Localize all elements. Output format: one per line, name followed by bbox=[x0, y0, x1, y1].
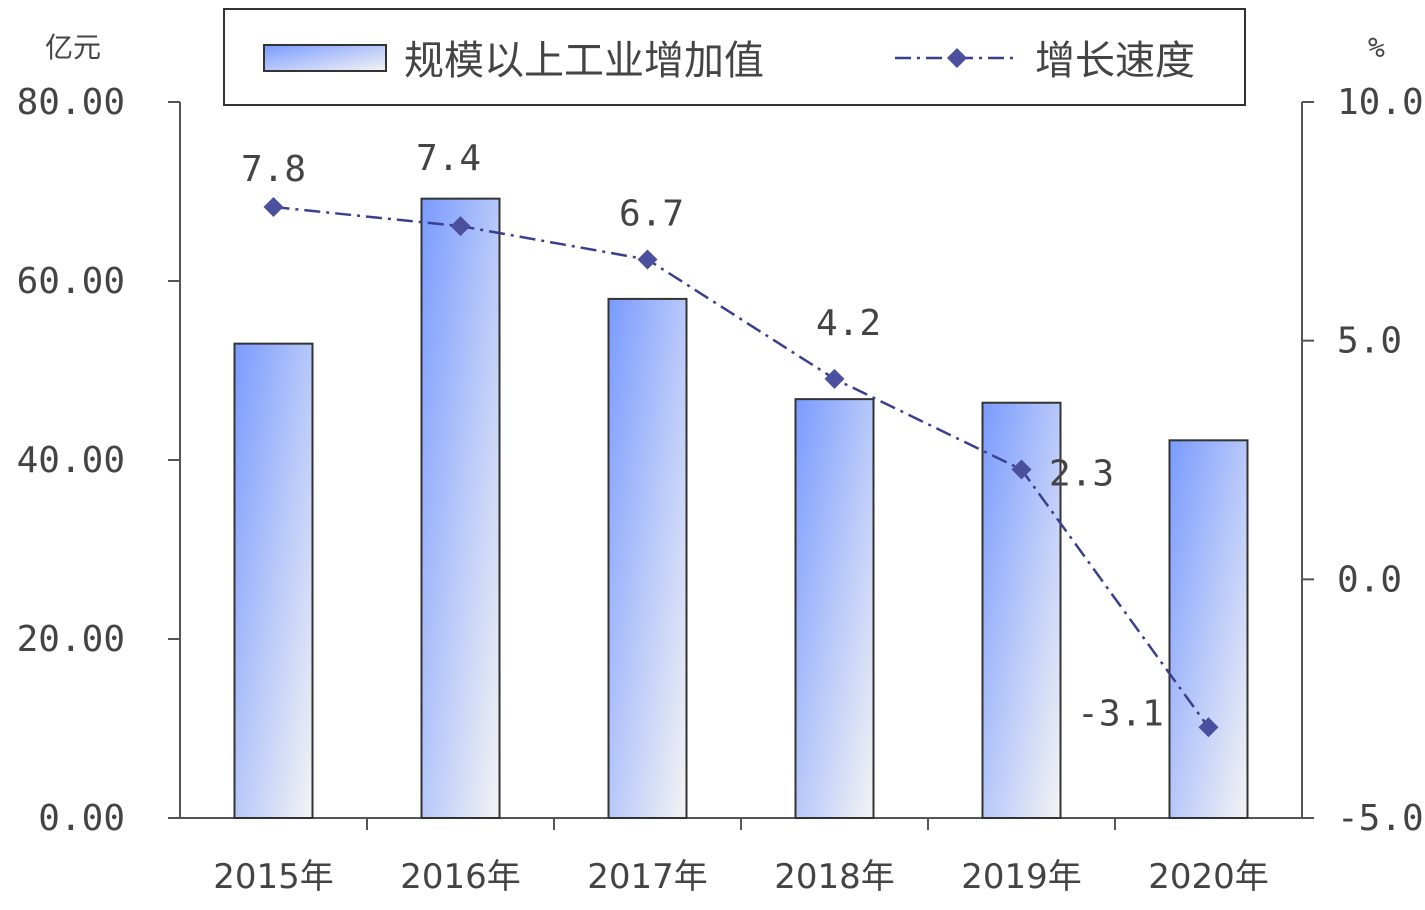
legend-box bbox=[223, 8, 1246, 106]
bar bbox=[1168, 439, 1249, 819]
growth-data-label: 7.8 bbox=[241, 149, 306, 190]
left-tick-label: 20.00 bbox=[17, 619, 125, 660]
growth-series-line bbox=[273, 205, 1210, 729]
growth-point bbox=[1198, 717, 1219, 738]
growth-point bbox=[450, 216, 471, 237]
right-axis-unit: % bbox=[1368, 31, 1385, 64]
bar bbox=[794, 398, 875, 819]
bars bbox=[233, 197, 1249, 820]
growth-data-label: -3.1 bbox=[1077, 693, 1164, 734]
growth-point bbox=[824, 368, 845, 389]
left-tick-label: 0.00 bbox=[38, 798, 125, 839]
legend: 规模以上工业增加值 增长速度 bbox=[223, 8, 1246, 106]
left-tick-label: 80.00 bbox=[17, 82, 125, 123]
growth-data-label: 2.3 bbox=[1049, 454, 1114, 495]
legend-bar-label: 规模以上工业增加值 bbox=[404, 38, 764, 84]
axes: 0.00 20.00 40.00 60.00 80.00 亿元 -5.0 0.0 5.0 10.0… bbox=[17, 31, 1424, 897]
growth-point bbox=[263, 197, 284, 218]
left-tick-label: 60.00 bbox=[17, 261, 125, 302]
x-tick-label: 2018年 bbox=[774, 857, 895, 897]
legend-bar-swatch bbox=[263, 44, 387, 72]
x-tick-label: 2017年 bbox=[587, 857, 708, 897]
growth-point bbox=[637, 249, 658, 270]
growth-data-label: 4.2 bbox=[816, 303, 881, 344]
right-tick-label: 10.0 bbox=[1337, 82, 1424, 123]
x-tick-label: 2016年 bbox=[400, 857, 521, 897]
growth-data-label: 6.7 bbox=[619, 194, 684, 235]
legend-line-marker bbox=[947, 48, 967, 68]
x-tick-label: 2020年 bbox=[1148, 857, 1269, 897]
x-tick-label: 2019年 bbox=[961, 857, 1082, 897]
x-tick-label: 2015年 bbox=[213, 857, 334, 897]
right-tick-label: -5.0 bbox=[1337, 798, 1424, 839]
right-tick-label: 5.0 bbox=[1337, 321, 1402, 362]
bar bbox=[607, 297, 688, 819]
right-tick-label: 0.0 bbox=[1337, 559, 1402, 600]
bar bbox=[233, 342, 314, 819]
growth-data-label: 7.4 bbox=[416, 138, 481, 179]
bar bbox=[420, 197, 501, 820]
left-tick-label: 40.00 bbox=[17, 440, 125, 481]
data-labels: 7.8 7.4 6.7 4.2 2.3 -3.1 bbox=[241, 138, 1164, 734]
left-axis-unit: 亿元 bbox=[45, 31, 101, 64]
growth-point bbox=[1011, 459, 1032, 480]
growth-line bbox=[263, 197, 1219, 738]
legend-line-label: 增长速度 bbox=[1035, 38, 1195, 84]
